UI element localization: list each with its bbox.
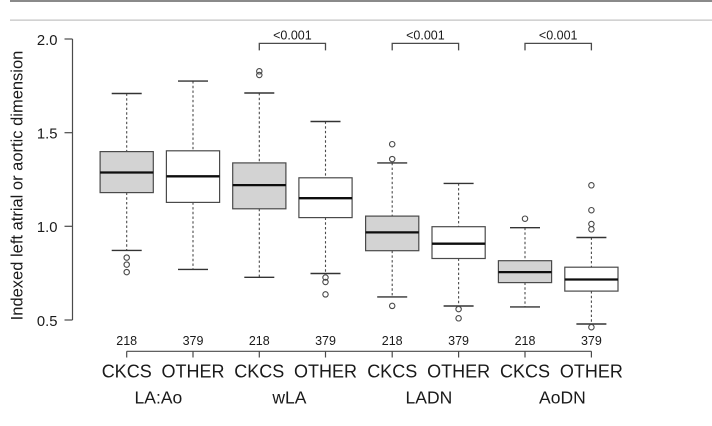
svg-text:LA:Ao: LA:Ao — [135, 388, 183, 408]
svg-text:1.5: 1.5 — [37, 127, 58, 143]
svg-text:CKCS: CKCS — [234, 362, 284, 382]
svg-text:379: 379 — [581, 334, 602, 348]
svg-text:AoDN: AoDN — [539, 388, 586, 408]
svg-text:<0.001: <0.001 — [273, 29, 312, 43]
svg-text:Indexed left atrial or aortic: Indexed left atrial or aortic dimension — [9, 51, 27, 321]
svg-text:379: 379 — [448, 334, 469, 348]
svg-text:wLA: wLA — [271, 388, 306, 408]
svg-text:218: 218 — [515, 334, 536, 348]
svg-text:1.0: 1.0 — [37, 220, 58, 236]
svg-text:379: 379 — [183, 334, 204, 348]
svg-text:CKCS: CKCS — [367, 362, 417, 382]
svg-text:<0.001: <0.001 — [539, 29, 578, 43]
svg-text:OTHER: OTHER — [427, 362, 490, 382]
svg-text:379: 379 — [315, 334, 336, 348]
svg-text:218: 218 — [382, 334, 403, 348]
svg-text:CKCS: CKCS — [500, 362, 550, 382]
svg-text:OTHER: OTHER — [560, 362, 623, 382]
svg-text:CKCS: CKCS — [102, 362, 152, 382]
svg-text:OTHER: OTHER — [162, 362, 225, 382]
svg-text:2.0: 2.0 — [37, 33, 58, 49]
svg-text:218: 218 — [116, 334, 137, 348]
svg-text:0.5: 0.5 — [37, 314, 58, 330]
svg-text:LADN: LADN — [406, 388, 453, 408]
svg-text:<0.001: <0.001 — [406, 29, 445, 43]
svg-text:218: 218 — [249, 334, 270, 348]
svg-text:OTHER: OTHER — [294, 362, 357, 382]
